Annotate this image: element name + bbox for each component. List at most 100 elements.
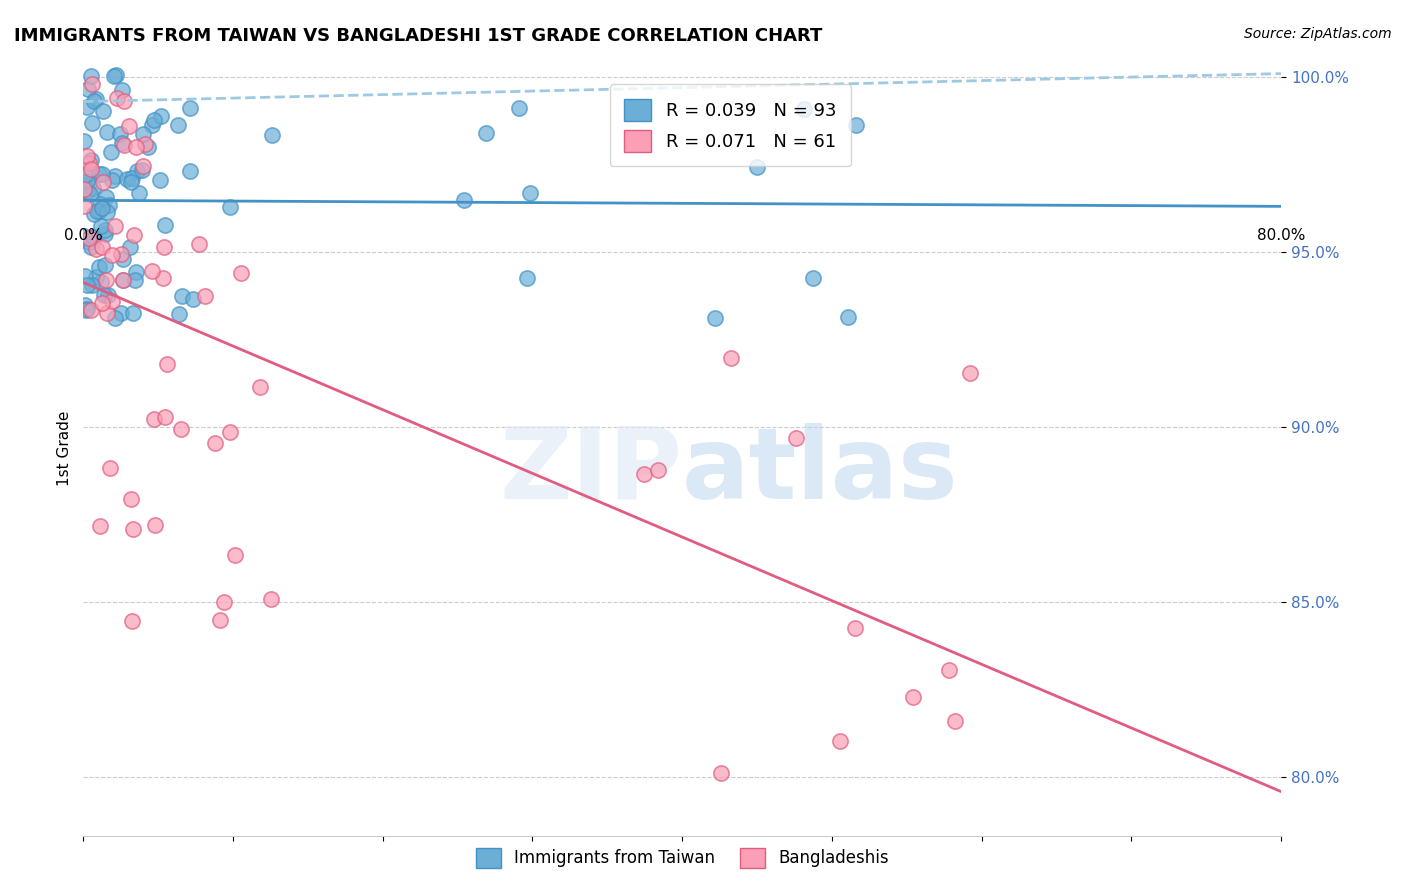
Point: [120, 240, 142, 254]
Point: [710, 766, 733, 780]
Point: [125, 265, 148, 279]
Point: [110, 306, 132, 320]
Point: [938, 664, 960, 678]
Point: [73, 199, 96, 213]
Point: [98, 460, 121, 475]
Point: [111, 252, 134, 267]
Point: [153, 410, 176, 425]
Point: [141, 264, 163, 278]
Point: [77, 231, 100, 245]
Point: [104, 169, 127, 184]
Point: [125, 164, 148, 178]
Point: [132, 159, 155, 173]
Point: [98, 198, 121, 212]
Point: [75, 302, 97, 317]
Point: [153, 240, 176, 254]
Point: [101, 248, 124, 262]
Point: [801, 271, 824, 285]
Point: [101, 293, 124, 308]
Point: [90, 295, 112, 310]
Point: [152, 271, 174, 285]
Text: IMMIGRANTS FROM TAIWAN VS BANGLADESHI 1ST GRADE CORRELATION CHART: IMMIGRANTS FROM TAIWAN VS BANGLADESHI 1S…: [14, 27, 823, 45]
Point: [77, 235, 100, 249]
Point: [77, 82, 100, 96]
Point: [793, 103, 815, 117]
Point: [212, 595, 235, 609]
Point: [77, 156, 100, 170]
Point: [149, 109, 172, 123]
Point: [104, 219, 127, 234]
Point: [118, 119, 141, 133]
Point: [224, 548, 246, 562]
Point: [125, 140, 148, 154]
Point: [76, 100, 98, 114]
Point: [82, 115, 104, 129]
Text: atlas: atlas: [682, 423, 959, 520]
Point: [80, 153, 103, 167]
Point: [249, 380, 271, 394]
Point: [80, 302, 103, 317]
Point: [75, 168, 97, 182]
Point: [96, 125, 118, 139]
Point: [96, 306, 118, 320]
Point: [141, 118, 163, 132]
Point: [108, 128, 131, 142]
Point: [94, 273, 117, 287]
Point: [156, 357, 179, 371]
Point: [94, 190, 117, 204]
Point: [179, 164, 201, 178]
Y-axis label: 1st Grade: 1st Grade: [58, 410, 72, 486]
Point: [169, 307, 191, 321]
Point: [115, 172, 138, 186]
Point: [143, 517, 166, 532]
Point: [179, 101, 201, 115]
Point: [79, 161, 101, 176]
Point: [229, 267, 252, 281]
Point: [111, 83, 134, 97]
Point: [845, 118, 868, 132]
Point: [143, 113, 166, 128]
Point: [104, 311, 127, 326]
Point: [107, 90, 129, 104]
Point: [91, 167, 114, 181]
Point: [218, 425, 240, 439]
Point: [89, 196, 111, 211]
Point: [89, 519, 111, 533]
Point: [194, 289, 217, 303]
Point: [80, 239, 103, 253]
Point: [704, 311, 727, 326]
Point: [100, 145, 122, 160]
Point: [519, 186, 541, 200]
Point: [121, 170, 143, 185]
Point: [204, 436, 226, 450]
Point: [745, 160, 768, 174]
Point: [91, 201, 114, 215]
Text: 80.0%: 80.0%: [1257, 228, 1305, 244]
Point: [91, 175, 114, 189]
Point: [262, 128, 284, 142]
Point: [77, 184, 100, 198]
Point: [93, 288, 115, 302]
Point: [124, 273, 146, 287]
Point: [121, 522, 143, 536]
Point: [75, 298, 97, 312]
Point: [837, 310, 859, 324]
Point: [86, 204, 108, 219]
Point: [844, 621, 866, 635]
Point: [647, 463, 669, 477]
Point: [91, 103, 114, 118]
Point: [134, 136, 156, 151]
Point: [943, 714, 966, 729]
Point: [105, 69, 128, 83]
Point: [80, 69, 103, 83]
Point: [149, 172, 172, 186]
Point: [121, 614, 143, 628]
Point: [79, 187, 101, 202]
Point: [209, 613, 232, 627]
Point: [508, 101, 530, 115]
Point: [83, 207, 105, 221]
Point: [73, 229, 96, 244]
Point: [111, 136, 134, 151]
Text: ZIP: ZIP: [499, 423, 682, 520]
Point: [76, 173, 98, 187]
